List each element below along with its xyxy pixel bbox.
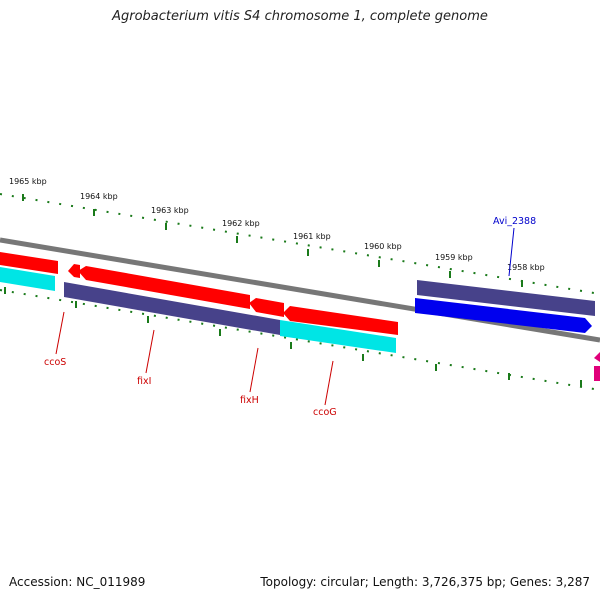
kbp-label: 1958 kbp [507,263,545,272]
kbp-label: 1965 kbp [9,177,47,186]
gene-feature-slate-long[interactable] [64,282,280,335]
gene-feature-ccoG[interactable] [283,306,398,335]
chromosome-backbone [0,237,600,343]
kbp-label: 1959 kbp [435,253,473,262]
kbp-label: 1964 kbp [80,192,118,201]
gene-feature-fixH[interactable] [249,298,284,317]
gene-feature-slate-right[interactable] [417,280,595,316]
feature-row-right [415,280,600,381]
feature-row-forward [0,252,398,335]
leader-fixH [249,347,259,393]
gene-feature-fixI[interactable] [78,266,250,309]
gene-label-fixH[interactable]: fixH [240,395,259,406]
gene-feature-magenta-edge[interactable] [594,352,600,362]
outer-tick-track [0,193,600,295]
gene-label-Avi_2388[interactable]: Avi_2388 [493,216,536,227]
topology-label: Topology: circular; Length: 3,726,375 bp… [260,575,590,589]
kbp-label: 1962 kbp [222,219,260,228]
kbp-label: 1960 kbp [364,242,402,251]
accession-label: Accession: NC_011989 [9,575,146,589]
gene-feature-magenta-edge-2[interactable] [594,366,600,381]
leader-ccoS [55,311,65,355]
kbp-labels: 1965 kbp 1964 kbp 1963 kbp 1962 kbp 1961… [9,177,545,272]
gene-label-ccoS[interactable]: ccoS [44,357,66,368]
gene-feature-Avi_2388[interactable] [415,298,592,333]
kbp-label: 1961 kbp [293,232,331,241]
leader-fixI [145,329,155,374]
map-title: Agrobacterium vitis S4 chromosome 1, com… [112,9,488,24]
gene-feature-cyan-left[interactable] [0,267,55,291]
gene-feature-ccoS[interactable] [68,264,80,278]
gene-labels: ccoS fixI fixH ccoG Avi_2388 [44,216,536,418]
gene-label-leaders [55,227,515,406]
gene-label-fixI[interactable]: fixI [137,376,151,387]
gene-feature-ccoS-left[interactable] [0,252,58,274]
gene-label-ccoG[interactable]: ccoG [313,407,337,418]
gene-feature-cyan-ccoG[interactable] [280,320,396,353]
leader-ccoG [324,360,334,406]
inner-tick-track [0,287,600,391]
kbp-label: 1963 kbp [151,206,189,215]
feature-row-second [64,282,396,353]
leader-Avi_2388 [508,227,515,277]
